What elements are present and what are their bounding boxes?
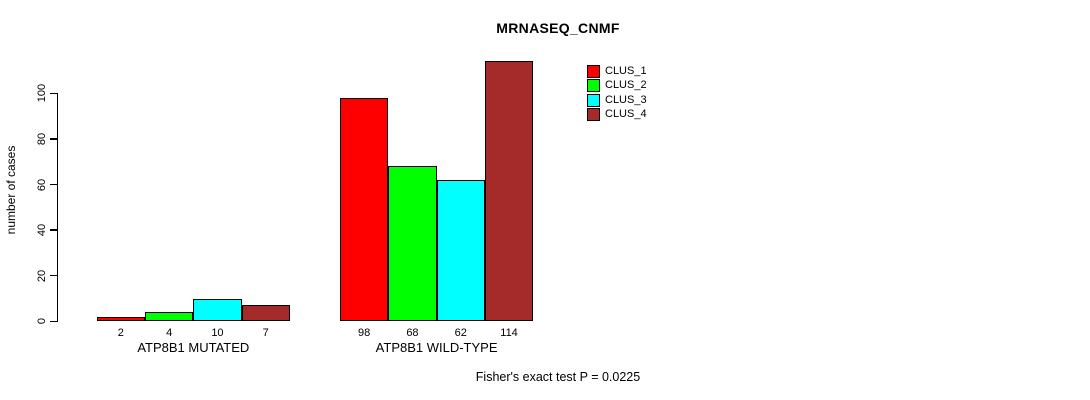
legend-row: CLUS_1 [587,65,647,79]
bar-value-label: 68 [406,327,419,339]
bar-clus_3-group1 [193,298,242,322]
y-axis-tick [49,92,57,95]
bar-value-label: 7 [262,327,269,339]
bar-value-label: 2 [117,327,124,339]
legend: CLUS_1 CLUS_2 CLUS_3 CLUS_4 [587,65,647,122]
bar-clus_1-group2 [340,97,389,322]
y-axis-tick-label: 20 [36,269,48,282]
y-axis-line [56,93,58,322]
bar-clus_4-group1 [241,305,290,322]
bar-value-label: 62 [454,327,467,339]
chart-title: MRNASEQ_CNMF [496,20,620,36]
bar-value-label: 4 [166,327,173,339]
legend-swatch [587,65,600,79]
legend-label: CLUS_4 [605,108,647,121]
bar-clus_4-group2 [484,61,534,322]
y-axis-label: number of cases [4,145,18,235]
legend-swatch [587,93,600,107]
y-axis-tick [49,320,57,323]
y-axis-tick [49,274,57,277]
y-axis-tick [49,138,57,140]
bar-clus_1-group1 [96,316,145,322]
legend-label: CLUS_2 [605,79,647,92]
y-axis-tick-label: 0 [36,318,48,325]
y-axis-tick-label: 40 [36,223,48,237]
legend-label: CLUS_1 [605,65,647,78]
bar-clus_2-group2 [388,166,437,322]
bar-value-label: 114 [500,327,518,339]
legend-row: CLUS_2 [587,79,647,93]
legend-swatch [587,79,600,93]
legend-row: CLUS_3 [587,93,647,107]
bar-value-label: 98 [358,327,371,339]
bar-clus_2-group1 [145,312,194,322]
y-axis-tick [49,183,57,186]
y-axis-tick-label: 60 [36,178,48,191]
legend-row: CLUS_4 [587,107,647,122]
bar-value-label: 10 [211,327,224,339]
y-axis-tick-label: 100 [36,84,48,103]
group-label: ATP8B1 WILD-TYPE [375,340,498,355]
fisher-test-annotation: Fisher's exact test P = 0.0225 [475,370,641,384]
group-label: ATP8B1 MUTATED [137,340,250,355]
bar-clus_3-group2 [436,179,485,322]
y-axis-tick-label: 80 [36,132,48,146]
legend-label: CLUS_3 [605,93,647,106]
y-axis-tick [49,229,57,231]
legend-swatch [587,108,600,122]
